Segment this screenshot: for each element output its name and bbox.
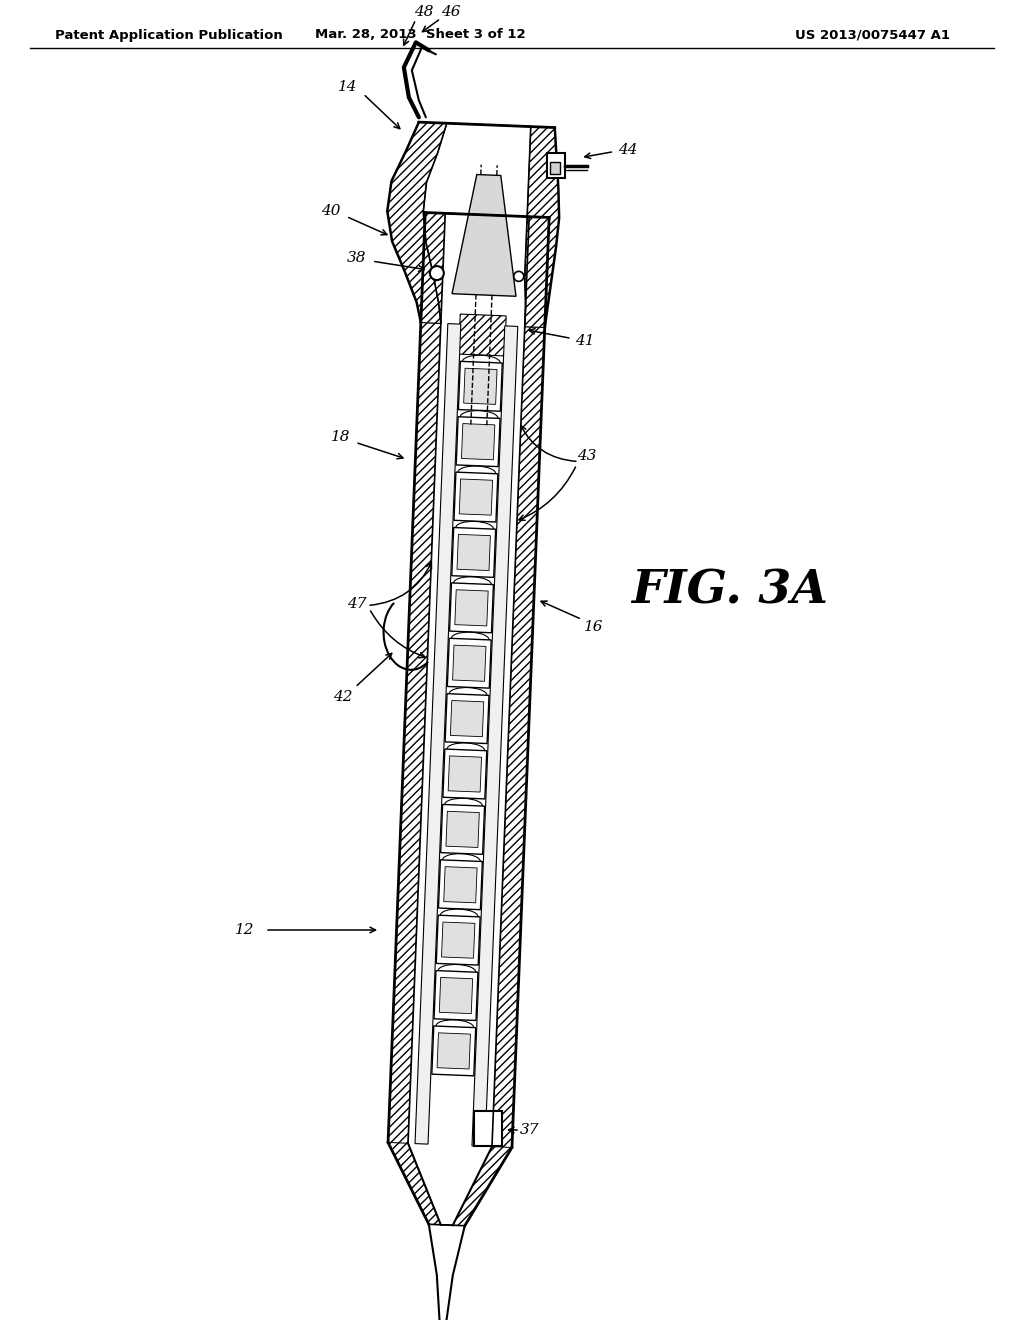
Polygon shape bbox=[443, 867, 477, 903]
Polygon shape bbox=[415, 323, 461, 1144]
Circle shape bbox=[514, 272, 523, 281]
Polygon shape bbox=[432, 1026, 476, 1076]
Polygon shape bbox=[408, 323, 524, 1147]
Text: US 2013/0075447 A1: US 2013/0075447 A1 bbox=[795, 29, 950, 41]
Polygon shape bbox=[524, 216, 549, 327]
Polygon shape bbox=[452, 174, 516, 296]
Text: 43: 43 bbox=[577, 450, 597, 463]
Polygon shape bbox=[451, 701, 483, 737]
Polygon shape bbox=[524, 127, 559, 327]
Polygon shape bbox=[492, 326, 545, 1147]
Polygon shape bbox=[462, 424, 495, 459]
Text: 14: 14 bbox=[338, 79, 357, 94]
Text: 18: 18 bbox=[331, 430, 350, 445]
Polygon shape bbox=[459, 479, 493, 515]
Polygon shape bbox=[455, 590, 488, 626]
Text: 12: 12 bbox=[236, 923, 255, 937]
Bar bbox=[550, 161, 560, 173]
Text: 42: 42 bbox=[333, 690, 353, 705]
Polygon shape bbox=[437, 1032, 470, 1069]
Polygon shape bbox=[388, 1143, 440, 1225]
Text: 48: 48 bbox=[414, 5, 433, 20]
Bar bbox=[474, 1110, 502, 1146]
Bar bbox=[548, 153, 565, 178]
Polygon shape bbox=[387, 123, 446, 323]
Circle shape bbox=[430, 267, 443, 280]
Polygon shape bbox=[459, 314, 506, 356]
Text: FIG. 3A: FIG. 3A bbox=[632, 568, 828, 612]
Polygon shape bbox=[388, 322, 441, 1143]
Text: 41: 41 bbox=[575, 334, 595, 348]
Polygon shape bbox=[453, 1147, 512, 1226]
Polygon shape bbox=[439, 977, 473, 1014]
Polygon shape bbox=[447, 639, 492, 688]
Polygon shape bbox=[453, 645, 486, 681]
Polygon shape bbox=[456, 417, 500, 466]
Polygon shape bbox=[450, 583, 494, 632]
Text: Patent Application Publication: Patent Application Publication bbox=[55, 29, 283, 41]
Polygon shape bbox=[472, 326, 518, 1146]
Text: Mar. 28, 2013  Sheet 3 of 12: Mar. 28, 2013 Sheet 3 of 12 bbox=[314, 29, 525, 41]
Polygon shape bbox=[452, 528, 496, 577]
Text: 38: 38 bbox=[347, 251, 367, 265]
Polygon shape bbox=[464, 368, 497, 404]
Polygon shape bbox=[421, 213, 445, 323]
Polygon shape bbox=[445, 694, 489, 743]
Polygon shape bbox=[436, 915, 480, 965]
Text: 40: 40 bbox=[322, 205, 341, 218]
Text: 46: 46 bbox=[441, 5, 461, 20]
Polygon shape bbox=[441, 214, 529, 326]
Polygon shape bbox=[443, 748, 486, 799]
Polygon shape bbox=[449, 756, 481, 792]
Polygon shape bbox=[457, 535, 490, 570]
Text: 16: 16 bbox=[585, 620, 604, 635]
Polygon shape bbox=[440, 804, 484, 854]
Polygon shape bbox=[441, 923, 475, 958]
Polygon shape bbox=[459, 362, 503, 412]
Polygon shape bbox=[438, 859, 482, 909]
Polygon shape bbox=[434, 970, 478, 1020]
Text: 44: 44 bbox=[617, 143, 637, 157]
Text: 47: 47 bbox=[347, 597, 367, 611]
Polygon shape bbox=[445, 812, 479, 847]
Polygon shape bbox=[454, 473, 498, 521]
Text: 37: 37 bbox=[520, 1123, 540, 1137]
